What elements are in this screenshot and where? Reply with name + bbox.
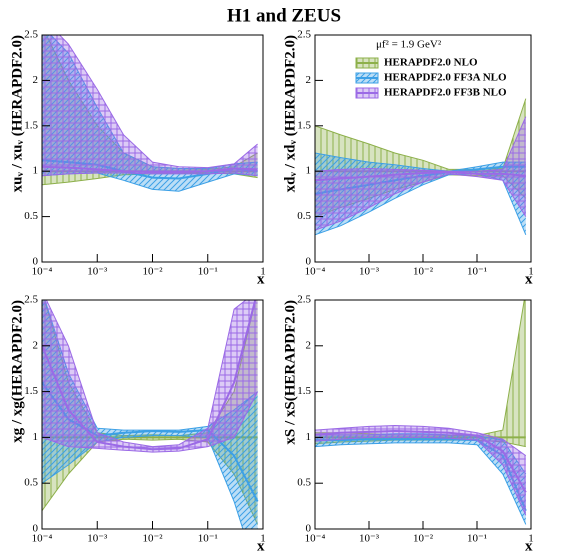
x-axis-label: x — [525, 271, 533, 287]
x-tick-label: 10⁻⁴ — [305, 266, 326, 278]
y-tick-label: 0.5 — [24, 477, 38, 489]
plot-area — [315, 300, 527, 525]
x-tick-label: 10⁻³ — [87, 266, 108, 278]
y-tick-label: 0 — [306, 256, 312, 268]
x-tick-label: 10⁻¹ — [467, 533, 487, 545]
x-tick-label: 1 — [260, 266, 266, 278]
x-tick-label: 10⁻² — [413, 533, 434, 545]
y-tick-label: 1.5 — [297, 385, 311, 397]
x-tick-label: 10⁻⁴ — [32, 533, 53, 545]
band-hatch — [42, 35, 258, 176]
x-tick-label: 10⁻¹ — [467, 266, 487, 278]
x-tick-label: 1 — [528, 533, 534, 545]
y-tick-label: 2.5 — [297, 29, 311, 41]
x-tick-label: 10⁻² — [142, 266, 163, 278]
y-tick-label: 1.5 — [24, 385, 38, 397]
band-edge — [45, 300, 247, 448]
y-tick-label: 1.5 — [297, 119, 311, 131]
axes-frame — [314, 299, 532, 530]
band-hatch — [42, 300, 258, 453]
y-tick-label: 1 — [33, 431, 39, 443]
x-tick-label: 10⁻⁴ — [305, 533, 326, 545]
band-edge — [315, 436, 527, 516]
plot-area — [315, 98, 527, 236]
y-tick-label: 1 — [33, 165, 39, 177]
y-tick-label: 0 — [306, 523, 312, 535]
band-edge — [315, 442, 527, 525]
y-axis-label: xg / xg(HERAPDF2.0) — [9, 300, 25, 443]
band-edge — [315, 116, 527, 172]
y-tick-label: 0.5 — [297, 210, 311, 222]
x-axis-label: x — [257, 538, 265, 554]
x-tick-label: 10⁻¹ — [198, 266, 218, 278]
central-line — [315, 429, 527, 493]
band-edge — [315, 424, 527, 457]
band-edge — [315, 300, 525, 437]
y-tick-label: 0.5 — [24, 210, 38, 222]
band-edge — [42, 172, 258, 177]
x-axis-label: x — [257, 271, 265, 287]
x-axis-label: x — [525, 538, 533, 554]
x-tick-label: 10⁻³ — [87, 533, 108, 545]
legend-label: HERAPDF2.0 FF3A NLO — [384, 72, 507, 84]
legend-label: HERAPDF2.0 FF3B NLO — [384, 87, 507, 99]
legend-label: HERAPDF2.0 NLO — [384, 57, 478, 69]
x-tick-label: 10⁻³ — [359, 266, 380, 278]
band-edge — [42, 435, 244, 529]
legend-title: μf² = 1.9 GeV² — [376, 39, 442, 51]
y-tick-label: 0.5 — [297, 477, 311, 489]
x-tick-label: 10⁻¹ — [198, 533, 218, 545]
plot-area — [42, 35, 258, 192]
band-hatch — [315, 300, 526, 447]
y-tick-label: 2 — [33, 74, 39, 86]
band-hatch — [315, 425, 526, 516]
y-axis-label: xuᵥ / xuᵥ (HERAPDF2.0) — [9, 35, 25, 192]
y-tick-label: 2.5 — [297, 294, 311, 306]
band-edge — [315, 152, 526, 172]
y-tick-label: 0 — [33, 523, 39, 535]
y-axis-label: xS / xS(HERAPDF2.0) — [282, 300, 298, 445]
plot-area — [42, 300, 259, 529]
y-tick-label: 1.5 — [24, 119, 38, 131]
y-tick-label: 2 — [306, 339, 312, 351]
band-edge — [315, 173, 527, 231]
central-line — [315, 171, 526, 182]
figure-title: H1 and ZEUS — [227, 5, 341, 26]
central-line — [42, 300, 257, 451]
y-tick-label: 1 — [306, 165, 312, 177]
x-tick-label: 10⁻² — [142, 533, 163, 545]
y-tick-label: 2.5 — [24, 294, 38, 306]
x-tick-label: 10⁻² — [413, 266, 434, 278]
central-line — [42, 165, 258, 174]
y-tick-label: 1 — [306, 431, 312, 443]
y-tick-label: 2 — [306, 74, 312, 86]
band-edge — [42, 391, 259, 453]
x-tick-label: 10⁻⁴ — [32, 266, 53, 278]
error-band — [315, 300, 526, 447]
y-tick-label: 2 — [33, 339, 39, 351]
band-hatch — [315, 433, 526, 525]
x-tick-label: 10⁻³ — [359, 533, 380, 545]
y-tick-label: 2.5 — [24, 29, 38, 41]
band-edge — [58, 35, 258, 169]
x-tick-label: 1 — [528, 266, 534, 278]
y-axis-label: xdᵥ / xdᵥ (HERAPDF2.0) — [282, 35, 298, 192]
y-tick-label: 0 — [33, 256, 39, 268]
x-tick-label: 1 — [260, 533, 266, 545]
